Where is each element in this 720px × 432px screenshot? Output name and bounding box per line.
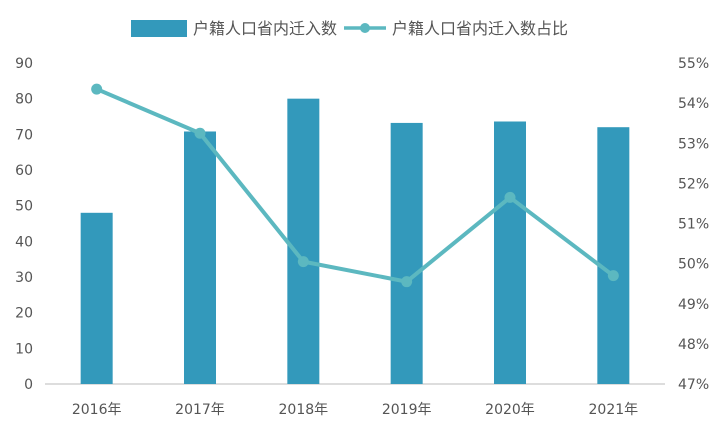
left-axis: 0 10 20 30 40 50 60 70 80 90 <box>15 56 33 393</box>
x-tick-label: 2017年 <box>175 402 225 418</box>
right-tick-label: 51% <box>678 217 709 233</box>
left-tick-label: 50 <box>15 199 33 215</box>
line-point <box>194 127 206 139</box>
x-tick-label: 2019年 <box>382 402 432 418</box>
line-point <box>504 191 516 203</box>
right-tick-label: 52% <box>678 176 709 192</box>
right-tick-label: 50% <box>678 257 709 273</box>
right-tick-label: 48% <box>678 337 709 353</box>
x-tick-label: 2016年 <box>72 402 122 418</box>
bar <box>597 127 630 384</box>
left-tick-label: 80 <box>15 92 33 108</box>
bar <box>184 131 216 384</box>
right-tick-label: 49% <box>678 297 709 313</box>
line-point <box>607 270 619 282</box>
bar <box>390 122 423 385</box>
left-tick-label: 90 <box>15 56 33 72</box>
bar <box>494 121 526 384</box>
legend: 户籍人口省内迁入数 户籍人口省内迁入数占比 <box>131 19 568 38</box>
legend-bar-swatch <box>131 20 187 37</box>
line-point <box>297 256 309 268</box>
bar-series <box>80 98 630 385</box>
left-tick-label: 30 <box>15 270 33 286</box>
series-line <box>95 87 615 284</box>
left-tick-label: 40 <box>15 234 33 250</box>
legend-line-label: 户籍人口省内迁入数占比 <box>392 19 568 38</box>
x-tick-label: 2020年 <box>485 402 535 418</box>
x-tick-label: 2018年 <box>279 402 329 418</box>
bar <box>80 212 113 384</box>
right-tick-label: 53% <box>678 136 709 152</box>
right-tick-label: 55% <box>678 56 709 72</box>
left-tick-label: 70 <box>15 127 33 143</box>
left-tick-label: 0 <box>24 377 33 393</box>
line-series <box>91 83 619 288</box>
legend-line-marker <box>360 23 370 33</box>
left-tick-label: 10 <box>15 341 33 357</box>
left-tick-label: 60 <box>15 163 33 179</box>
left-tick-label: 20 <box>15 306 33 322</box>
line-point <box>401 276 413 288</box>
x-axis: 2016年 2017年 2018年 2019年 2020年 2021年 <box>72 402 638 418</box>
legend-bar-label: 户籍人口省内迁入数 <box>193 19 337 38</box>
x-tick-label: 2021年 <box>589 402 639 418</box>
right-tick-label: 54% <box>678 96 709 112</box>
line-point <box>91 83 103 95</box>
right-tick-label: 47% <box>678 377 709 393</box>
right-axis: 47% 48% 49% 50% 51% 52% 53% 54% 55% <box>678 56 709 393</box>
bar <box>287 98 320 385</box>
